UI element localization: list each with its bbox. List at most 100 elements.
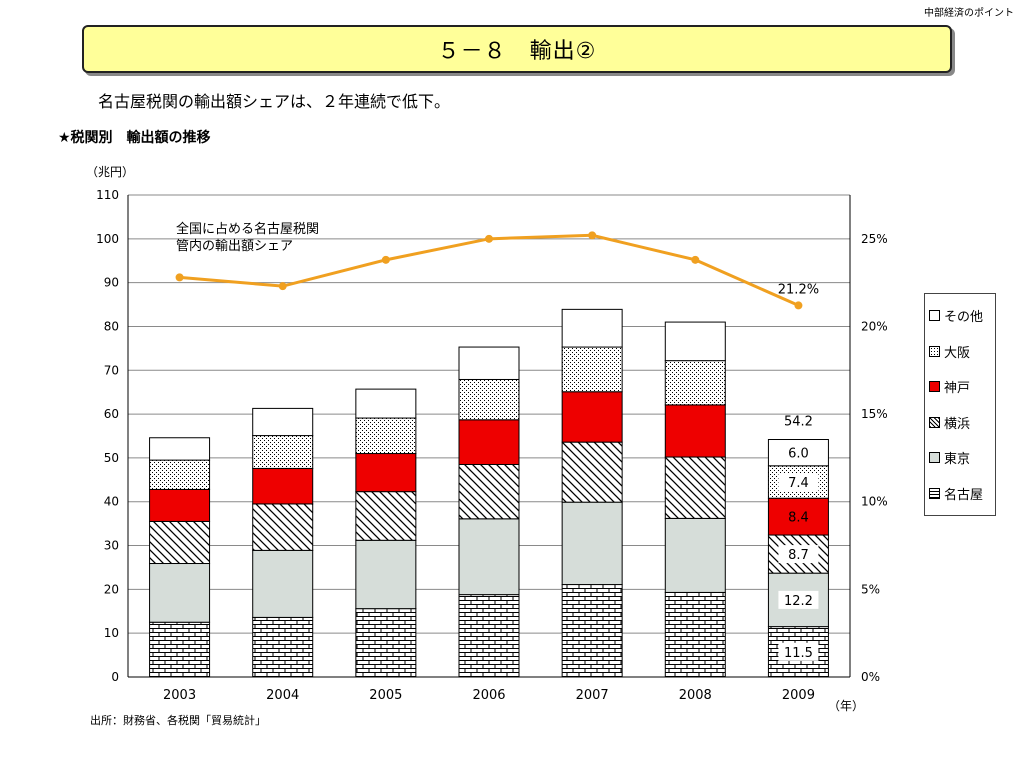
y2-tick-label: 25% bbox=[861, 232, 888, 246]
bar-segment bbox=[458, 378, 520, 421]
bar-segment bbox=[561, 501, 623, 586]
y-axis-unit: （兆円） bbox=[86, 165, 135, 179]
y-tick-label: 40 bbox=[104, 495, 119, 509]
bar-segment bbox=[252, 616, 314, 678]
legend-swatch bbox=[929, 487, 940, 499]
segment-label-bg bbox=[778, 443, 819, 462]
bar-segment bbox=[149, 488, 211, 522]
bar-segment bbox=[355, 539, 417, 610]
y-tick-label: 100 bbox=[96, 232, 119, 246]
bar-segment bbox=[561, 441, 623, 503]
bar-segment bbox=[252, 435, 314, 469]
y-tick-label: 110 bbox=[96, 188, 119, 202]
bar-segment bbox=[664, 404, 726, 458]
x-tick-label: 2009 bbox=[782, 688, 815, 703]
share-line-label: 全国に占める名古屋税関 bbox=[176, 221, 319, 237]
bar-segment bbox=[355, 417, 417, 455]
bar-segment bbox=[458, 518, 520, 596]
share-line bbox=[175, 231, 803, 310]
source-note: 出所：財務省、各税関「貿易統計」 bbox=[90, 714, 266, 727]
segment-label: 8.4 bbox=[788, 511, 809, 526]
bar-segment bbox=[561, 346, 623, 393]
segment-label-bg bbox=[778, 545, 819, 564]
legend-swatch bbox=[929, 381, 940, 393]
y-tick-label: 10 bbox=[104, 626, 119, 640]
legend-label: 神戸 bbox=[944, 381, 971, 397]
x-axis-unit: （年） bbox=[828, 699, 865, 713]
x-tick-label: 2005 bbox=[369, 688, 402, 703]
bar-segment bbox=[458, 346, 520, 380]
bar-segment bbox=[252, 549, 314, 618]
bar-segment bbox=[149, 520, 211, 565]
bar-segment bbox=[664, 517, 726, 593]
y2-tick-label: 20% bbox=[861, 319, 888, 333]
x-tick-label: 2006 bbox=[472, 688, 505, 703]
share-line-point bbox=[278, 282, 287, 291]
y-tick-label: 50 bbox=[104, 451, 119, 465]
x-tick-label: 2008 bbox=[679, 688, 712, 703]
legend-label: 横浜 bbox=[944, 416, 971, 432]
legend-label: 東京 bbox=[944, 452, 971, 468]
bar-segment bbox=[458, 419, 520, 465]
bar-segment bbox=[664, 591, 726, 678]
legend-item: 大阪 bbox=[929, 334, 991, 370]
y2-tick-label: 0% bbox=[861, 670, 880, 684]
bar-segment bbox=[458, 463, 520, 520]
bar-segment bbox=[561, 391, 623, 443]
y2-tick-label: 5% bbox=[861, 582, 880, 596]
bar-segment bbox=[252, 467, 314, 505]
bar-segment bbox=[767, 497, 829, 536]
y-tick-label: 80 bbox=[104, 319, 119, 333]
share-line-point bbox=[485, 234, 493, 243]
bar-segment bbox=[355, 453, 417, 493]
share-line-point bbox=[588, 231, 597, 240]
legend-item: 東京 bbox=[929, 440, 991, 476]
share-line-point bbox=[175, 273, 184, 282]
y-tick-label: 60 bbox=[104, 407, 119, 421]
legend-swatch bbox=[929, 416, 940, 428]
bar-segment bbox=[664, 456, 726, 519]
share-last-label: 21.2% bbox=[778, 282, 819, 297]
legend-item: 横浜 bbox=[929, 405, 991, 441]
segment-label: 7.4 bbox=[788, 476, 809, 491]
bar-segment bbox=[252, 407, 314, 437]
bar-segment bbox=[149, 563, 211, 623]
y-tick-label: 70 bbox=[104, 363, 119, 377]
legend-item: 神戸 bbox=[929, 369, 991, 405]
bar-segment bbox=[355, 608, 417, 678]
share-line-point bbox=[691, 255, 700, 264]
lead-text: 名古屋税関の輸出額シェアは、２年連続で低下。 bbox=[98, 92, 451, 111]
legend-swatch bbox=[929, 345, 940, 357]
chart-subhead: ★税関別 輸出額の推移 bbox=[58, 130, 211, 146]
bar-segment bbox=[355, 491, 417, 541]
corner-label: 中部経済のポイント bbox=[924, 8, 1014, 19]
y2-tick-label: 15% bbox=[861, 407, 888, 421]
segment-label-bg bbox=[778, 642, 819, 661]
total-label: 54.2 bbox=[784, 415, 813, 430]
y-tick-label: 90 bbox=[104, 276, 119, 290]
legend-label: 名古屋 bbox=[944, 487, 984, 503]
axis-labels: 0 10 20 30 40 50 60 70 80 90 100 110 0% 5% 10% 15% 20% 25… bbox=[96, 188, 888, 703]
share-line-point bbox=[794, 301, 803, 310]
y-tick-label: 0 bbox=[111, 670, 119, 684]
legend-label: その他 bbox=[944, 310, 984, 326]
bar-stacks bbox=[149, 308, 829, 678]
bar-segment bbox=[458, 594, 520, 678]
bar-segment bbox=[664, 360, 726, 406]
bar-segment bbox=[149, 621, 211, 678]
x-tick-label: 2004 bbox=[266, 688, 299, 703]
share-line-label: 管内の輸出額シェア bbox=[176, 238, 293, 254]
y-tick-label: 30 bbox=[104, 539, 119, 553]
legend-label: 大阪 bbox=[944, 345, 971, 361]
bar-segment bbox=[149, 459, 211, 490]
y2-tick-label: 10% bbox=[861, 495, 888, 509]
chart-legend: その他大阪神戸横浜東京名古屋 bbox=[924, 293, 996, 516]
segment-label: 12.2 bbox=[784, 594, 813, 609]
bar-segment bbox=[561, 584, 623, 678]
segment-label: 6.0 bbox=[788, 447, 809, 462]
segment-label: 11.5 bbox=[784, 646, 813, 661]
segment-label-bg bbox=[778, 473, 819, 492]
legend-item: その他 bbox=[929, 298, 991, 334]
x-tick-label: 2003 bbox=[163, 688, 196, 703]
